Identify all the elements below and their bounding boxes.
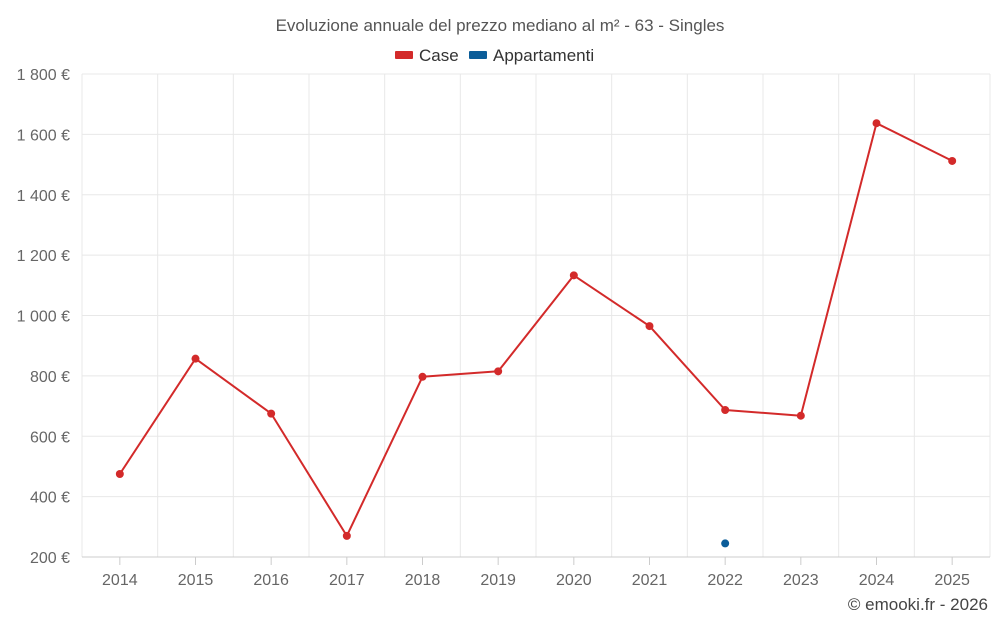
x-tick-label: 2019 (480, 572, 516, 589)
legend-item-appartamenti[interactable]: Appartamenti (469, 46, 594, 65)
x-tick-label: 2021 (632, 572, 668, 589)
x-tick-label: 2022 (707, 572, 743, 589)
data-point-case-2015[interactable] (191, 354, 200, 363)
x-tick-label: 2015 (178, 572, 214, 589)
data-point-case-2020[interactable] (569, 271, 578, 280)
data-point-case-2017[interactable] (342, 531, 351, 540)
data-point-case-2016[interactable] (267, 409, 276, 418)
data-point-appartamenti-2022[interactable] (721, 539, 730, 548)
data-point-case-2021[interactable] (645, 322, 654, 331)
y-tick-label: 1 200 € (17, 248, 70, 265)
legend-label-case: Case (419, 46, 459, 65)
legend-item-case[interactable]: Case (395, 46, 459, 65)
data-point-case-2022[interactable] (721, 405, 730, 414)
y-tick-label: 1 400 € (17, 188, 70, 205)
data-point-case-2023[interactable] (796, 411, 805, 420)
y-tick-label: 400 € (30, 490, 70, 507)
chart-title: Evoluzione annuale del prezzo mediano al… (276, 16, 725, 35)
chart-grid (81, 73, 991, 557)
y-tick-label: 200 € (30, 550, 70, 567)
data-point-case-2014[interactable] (115, 469, 124, 478)
y-tick-label: 1 800 € (17, 67, 70, 84)
chart-legend: Case Appartamenti (395, 46, 594, 65)
legend-swatch-case (395, 51, 413, 59)
x-tick-label: 2014 (102, 572, 138, 589)
y-axis: 200 € 400 € 600 € 800 € 1 000 € 1 200 € 1 400 … (17, 67, 70, 567)
data-point-case-2025[interactable] (948, 156, 957, 165)
x-tick-label: 2017 (329, 572, 365, 589)
x-tick-label: 2024 (859, 572, 895, 589)
y-tick-label: 1 600 € (17, 127, 70, 144)
y-tick-label: 600 € (30, 429, 70, 446)
data-point-case-2018[interactable] (418, 372, 427, 381)
y-tick-label: 1 000 € (17, 309, 70, 326)
y-tick-label: 800 € (30, 369, 70, 386)
data-point-case-2024[interactable] (872, 119, 881, 128)
x-tick-label: 2018 (405, 572, 441, 589)
x-tick-label: 2016 (253, 572, 289, 589)
x-axis: 2014 2015 2016 2017 2018 2019 2020 2021 2022 2023… (82, 556, 990, 589)
data-point-case-2019[interactable] (494, 367, 503, 376)
chart-series (115, 119, 957, 548)
x-tick-label: 2023 (783, 572, 819, 589)
x-tick-label: 2020 (556, 572, 592, 589)
legend-swatch-appartamenti (469, 51, 487, 59)
legend-label-appartamenti: Appartamenti (493, 46, 594, 65)
series-line-case (118, 122, 953, 537)
credit-text: © emooki.fr - 2026 (848, 595, 988, 614)
x-tick-label: 2025 (934, 572, 970, 589)
